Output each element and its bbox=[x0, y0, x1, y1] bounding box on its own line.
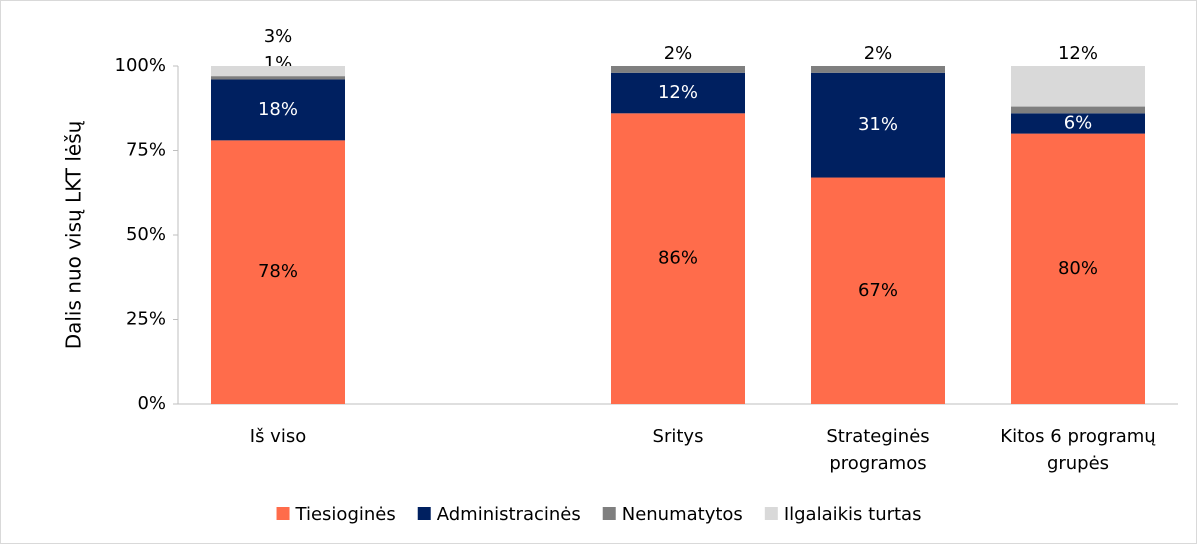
y-tick-label: 75% bbox=[126, 140, 166, 161]
x-tick-label: Sritys bbox=[653, 426, 704, 447]
legend-swatch bbox=[602, 507, 616, 520]
x-tick-label: Iš viso bbox=[250, 426, 306, 447]
legend-label: Administracinės bbox=[437, 504, 581, 525]
legend-label: Nenumatytos bbox=[622, 504, 743, 525]
bar-segment bbox=[611, 66, 745, 73]
y-tick-label: 50% bbox=[126, 224, 166, 245]
legend-swatch bbox=[276, 507, 290, 520]
y-tick-label: 25% bbox=[126, 309, 166, 330]
legend-label: Tiesioginės bbox=[295, 504, 396, 525]
bar-segment bbox=[1011, 133, 1145, 404]
data-label: 2% bbox=[864, 43, 893, 64]
x-tick-label: Strateginės programos bbox=[826, 426, 929, 474]
data-label: 2% bbox=[664, 43, 693, 64]
legend-label: Ilgalaikis turtas bbox=[784, 504, 922, 525]
bar-segment bbox=[211, 66, 345, 77]
legend-swatch bbox=[417, 507, 431, 520]
data-label: 67% bbox=[858, 280, 898, 301]
bar-segment bbox=[811, 177, 945, 404]
data-label: 18% bbox=[258, 99, 298, 120]
data-label: 80% bbox=[1058, 258, 1098, 279]
data-label: 12% bbox=[658, 82, 698, 103]
y-tick-label: 0% bbox=[137, 393, 166, 414]
data-label: 86% bbox=[658, 248, 698, 269]
legend-swatch bbox=[764, 507, 778, 520]
bar-segment bbox=[211, 79, 345, 141]
data-label: 3% bbox=[264, 26, 293, 47]
bar-segment bbox=[611, 72, 745, 114]
data-label: 31% bbox=[858, 114, 898, 135]
bar-segment bbox=[1011, 106, 1145, 114]
bar-segment bbox=[1011, 66, 1145, 107]
bar-segment bbox=[211, 76, 345, 80]
bar-segment bbox=[211, 140, 345, 405]
bar-segment bbox=[611, 113, 745, 404]
data-label: 6% bbox=[1064, 112, 1093, 133]
data-label: 78% bbox=[258, 261, 298, 282]
x-tick-label: Kitos 6 programų grupės bbox=[1000, 426, 1156, 474]
bar-segment bbox=[811, 66, 945, 73]
y-axis-title: Dalis nuo visų LKT lėšų bbox=[62, 120, 86, 349]
bar-segment bbox=[1011, 113, 1145, 134]
bar-segment bbox=[811, 72, 945, 178]
data-label: 12% bbox=[1058, 43, 1098, 64]
y-tick-label: 100% bbox=[115, 55, 166, 76]
